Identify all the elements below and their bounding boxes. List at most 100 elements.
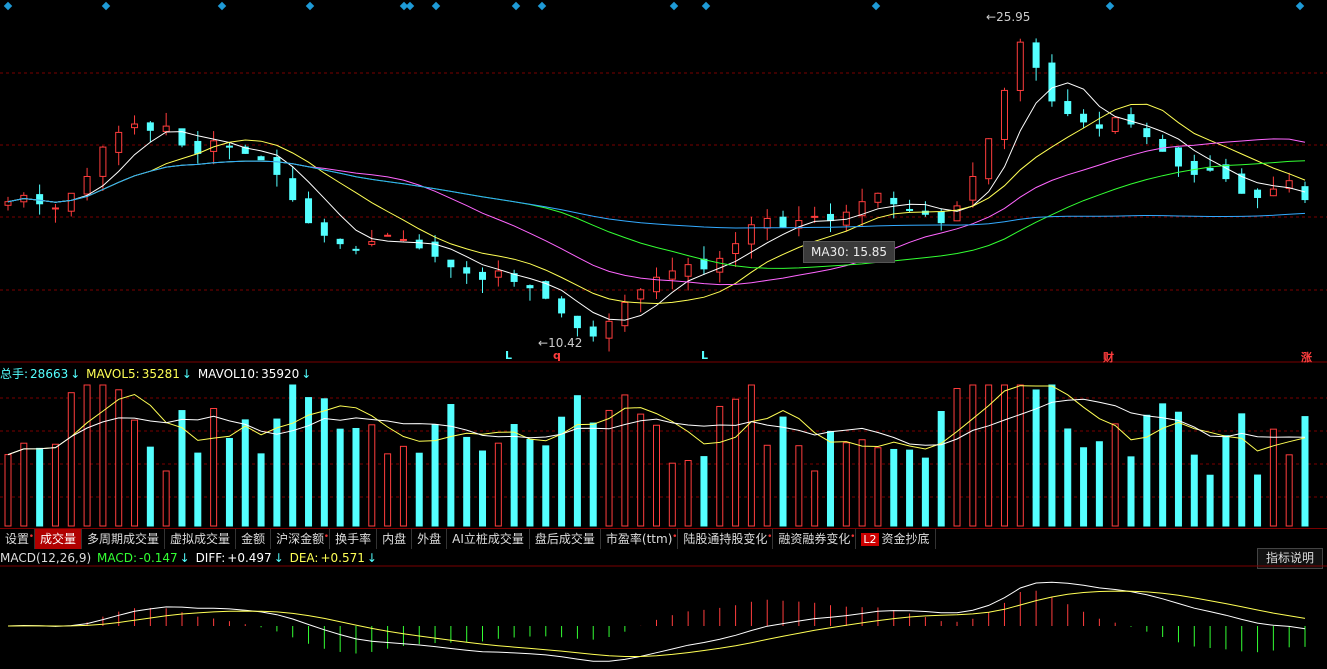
volume-bar xyxy=(51,443,59,527)
min-price-label: ←10.42 xyxy=(538,336,583,350)
candle xyxy=(605,320,613,339)
volume-bar xyxy=(336,428,344,527)
ma10-line xyxy=(7,103,1306,305)
volume-bar xyxy=(700,456,708,527)
tab-2[interactable]: 多周期成交量 xyxy=(82,529,166,549)
tab-5[interactable]: 沪深金额 • xyxy=(271,529,331,549)
volume-bar xyxy=(668,462,676,527)
tab-0[interactable]: 设置 • xyxy=(0,529,36,549)
volume-bar xyxy=(858,439,866,527)
volume-bar xyxy=(352,427,360,527)
tab-8[interactable]: 外盘 xyxy=(412,529,448,549)
tab-label: 沪深金额 xyxy=(276,532,325,546)
candle xyxy=(890,197,898,205)
marker-limit-up[interactable]: 涨 xyxy=(1301,351,1312,364)
tab-10[interactable]: 盘后成交量 xyxy=(530,529,601,549)
candle xyxy=(368,241,376,245)
volume-bar xyxy=(1080,447,1088,527)
candle xyxy=(953,205,961,222)
candle xyxy=(985,138,993,180)
candle xyxy=(1111,117,1119,133)
tab-label: 市盈率(ttm) xyxy=(605,532,673,546)
volume-bar xyxy=(589,422,597,527)
volume-bar xyxy=(653,424,660,527)
tab-7[interactable]: 内盘 xyxy=(377,529,413,549)
macd-legend: MACD(12,26,9) MACD: -0.147 ↓ DIFF: +0.497 ↓ … xyxy=(0,551,377,565)
tab-14[interactable]: L2 资金抄底 xyxy=(856,529,936,549)
tab-11[interactable]: 市盈率(ttm) • xyxy=(601,529,679,549)
marker-finance[interactable]: 财 xyxy=(1103,351,1114,364)
candle xyxy=(1238,173,1246,194)
price-chart[interactable] xyxy=(0,0,1327,365)
tab-label: 盘后成交量 xyxy=(534,532,595,546)
volume-bar xyxy=(1238,413,1246,527)
candle xyxy=(494,270,502,278)
volume-bar xyxy=(573,395,581,527)
candle xyxy=(1048,62,1056,102)
volume-bar xyxy=(621,394,629,527)
volume-bar xyxy=(747,384,755,527)
candle xyxy=(131,123,139,129)
marker-low-1[interactable]: L xyxy=(505,349,513,362)
candle xyxy=(352,248,360,251)
volume-bar xyxy=(273,418,281,527)
candle xyxy=(431,241,439,257)
l2-badge: L2 xyxy=(861,533,879,546)
candle xyxy=(463,267,471,274)
candle xyxy=(1143,128,1151,138)
candle xyxy=(621,301,629,327)
candle xyxy=(1254,189,1262,198)
marker-low-2[interactable]: L xyxy=(701,349,709,362)
candle xyxy=(415,239,423,249)
candle xyxy=(732,243,740,255)
candle xyxy=(67,192,75,212)
tab-1[interactable]: 成交量 xyxy=(35,529,83,549)
candle xyxy=(1000,89,1008,140)
volume-bar xyxy=(1095,441,1103,527)
volume-bar xyxy=(874,447,882,527)
volume-bar xyxy=(605,409,613,527)
volume-bar xyxy=(1032,389,1040,527)
tab-label: 金额 xyxy=(241,532,266,546)
candle xyxy=(241,146,249,154)
volume-bar xyxy=(1190,454,1198,527)
volume-bar xyxy=(210,407,218,527)
volume-bar xyxy=(1000,384,1008,527)
volume-bar xyxy=(1301,416,1309,527)
candle xyxy=(558,298,566,314)
tab-4[interactable]: 金额 xyxy=(236,529,272,549)
volume-bar xyxy=(1254,474,1262,527)
volume-bar xyxy=(937,410,945,527)
candle xyxy=(1064,101,1072,115)
tab-label: 内盘 xyxy=(382,532,407,546)
volume-chart[interactable] xyxy=(0,0,1327,528)
tab-13[interactable]: 融资融券变化 • xyxy=(773,529,857,549)
tab-9[interactable]: AI立桩成交量 xyxy=(447,529,530,549)
candle xyxy=(115,131,123,153)
volume-bar xyxy=(415,452,423,527)
marker-q[interactable]: q xyxy=(553,349,561,362)
volume-bar xyxy=(716,405,724,527)
volume-bar xyxy=(558,416,566,527)
indicator-help-button[interactable]: 指标说明 xyxy=(1256,548,1323,569)
tab-3[interactable]: 虚拟成交量 xyxy=(165,529,237,549)
tab-label: AI立桩成交量 xyxy=(452,532,524,546)
volume-bar xyxy=(225,437,233,527)
candle xyxy=(1080,113,1088,123)
candle xyxy=(1285,180,1293,189)
volume-bar xyxy=(684,460,692,527)
candle xyxy=(146,122,154,131)
candle xyxy=(1095,124,1103,129)
volume-bar xyxy=(241,419,249,527)
volume-bar xyxy=(1285,454,1293,527)
candle xyxy=(637,289,645,300)
volume-bar xyxy=(320,398,328,527)
candle xyxy=(257,156,265,161)
candle xyxy=(36,194,44,205)
volume-bar xyxy=(1064,428,1072,527)
volume-bar xyxy=(732,398,740,527)
tab-12[interactable]: 陆股通持股变化 • xyxy=(678,529,774,549)
volume-bar xyxy=(510,424,518,527)
tab-6[interactable]: 换手率 xyxy=(330,529,378,549)
